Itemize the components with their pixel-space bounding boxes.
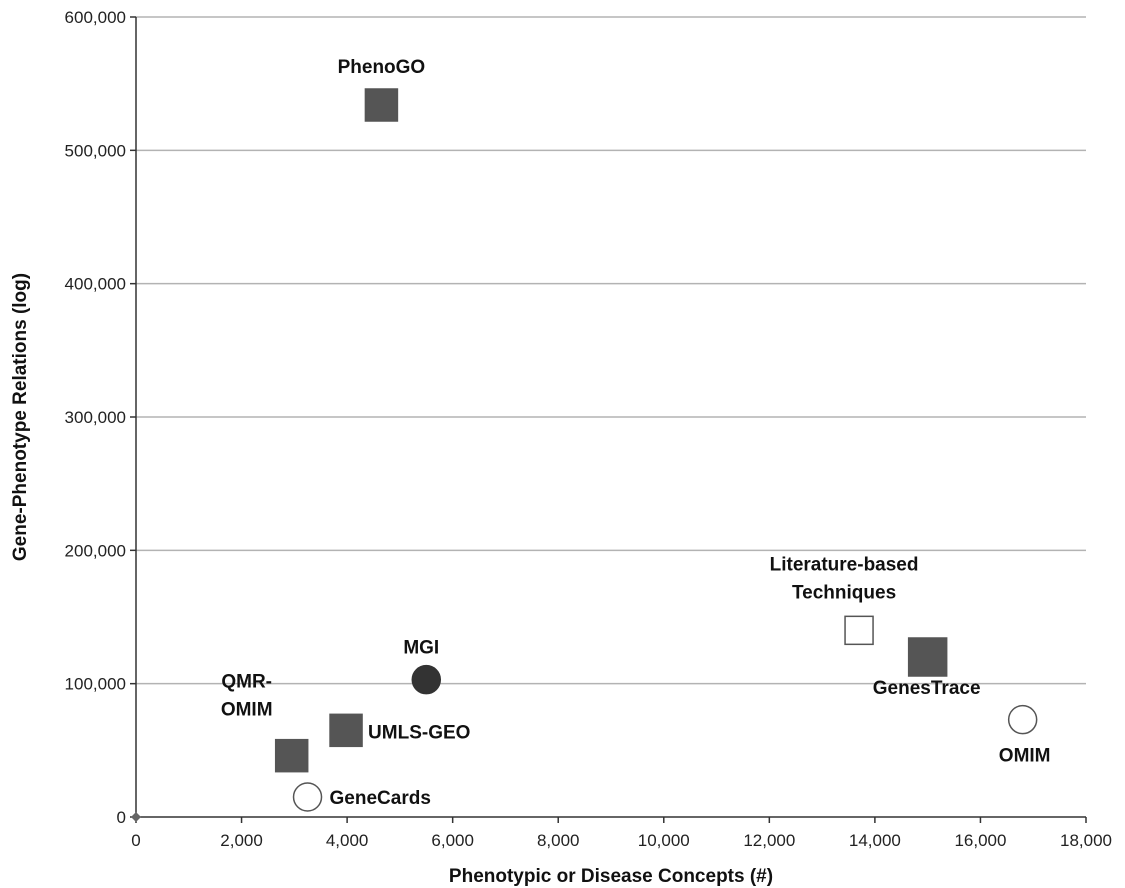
point-label-line: PhenoGO [338, 57, 426, 78]
x-tick-label: 16,000 [954, 831, 1006, 850]
x-tick-label: 10,000 [638, 831, 690, 850]
gridlines [136, 16, 1086, 685]
y-axis-title: Gene-Phenotype Relations (log) [10, 273, 31, 561]
x-tick-label: 18,000 [1060, 831, 1112, 850]
data-point-umls-geo [329, 713, 363, 748]
y-tick-labels: 0 100,000 200,000 300,000 400,000 500,000 600,… [65, 8, 126, 827]
y-tick-label: 600,000 [65, 8, 126, 27]
point-label-line: GenesTrace [873, 678, 981, 699]
point-label: QMR- OMIM [221, 672, 273, 721]
data-points [131, 88, 1038, 822]
point-label-line: QMR- [221, 672, 272, 693]
point-label-line: MGI [403, 638, 439, 659]
point-label-line: Techniques [792, 582, 896, 603]
y-tick-label: 400,000 [65, 275, 126, 294]
point-label-line: UMLS-GEO [368, 722, 470, 743]
x-tick-label: 8,000 [537, 831, 580, 850]
point-label: GeneCards [330, 788, 431, 809]
point-labels: PhenoGO MGI QMR- OMIM UMLS-GEO GeneCards Liter… [221, 57, 1051, 809]
x-tick-label: 12,000 [743, 831, 795, 850]
point-label: UMLS-GEO [368, 722, 470, 743]
y-tick-label: 100,000 [65, 675, 126, 694]
data-point-mgi [411, 664, 442, 695]
x-tick-label: 14,000 [849, 831, 901, 850]
y-tick-label: 500,000 [65, 141, 126, 160]
x-axis-title: Phenotypic or Disease Concepts (#) [449, 866, 773, 887]
data-point-genecards [292, 782, 323, 812]
point-label: PhenoGO [338, 57, 426, 78]
axes [130, 16, 1087, 823]
x-tick-label: 6,000 [431, 831, 474, 850]
point-label-line: OMIM [221, 700, 273, 721]
data-point-origin [131, 812, 141, 822]
data-point-qmr-omim [274, 738, 309, 773]
point-label-line: Literature-based [770, 554, 919, 575]
point-label-line: GeneCards [330, 788, 431, 809]
x-tick-labels: 0 2,000 4,000 6,000 8,000 10,000 12,000 14,000 1… [131, 831, 1112, 850]
point-label: MGI [403, 638, 439, 659]
y-tick-label: 300,000 [65, 408, 126, 427]
data-point-phenogo [364, 88, 399, 122]
point-label: Literature-based Techniques [770, 554, 919, 603]
data-point-omim [1007, 704, 1038, 735]
x-tick-label: 2,000 [220, 831, 263, 850]
data-point-genestrace [907, 637, 948, 677]
point-label: OMIM [999, 746, 1051, 767]
data-point-literature-based-techniques [844, 615, 874, 646]
y-tick-label: 0 [117, 808, 126, 827]
x-tick-label: 4,000 [326, 831, 369, 850]
x-tick-label: 0 [131, 831, 140, 850]
point-label: GenesTrace [873, 678, 981, 699]
y-tick-label: 200,000 [65, 541, 126, 560]
point-label-line: OMIM [999, 746, 1051, 767]
